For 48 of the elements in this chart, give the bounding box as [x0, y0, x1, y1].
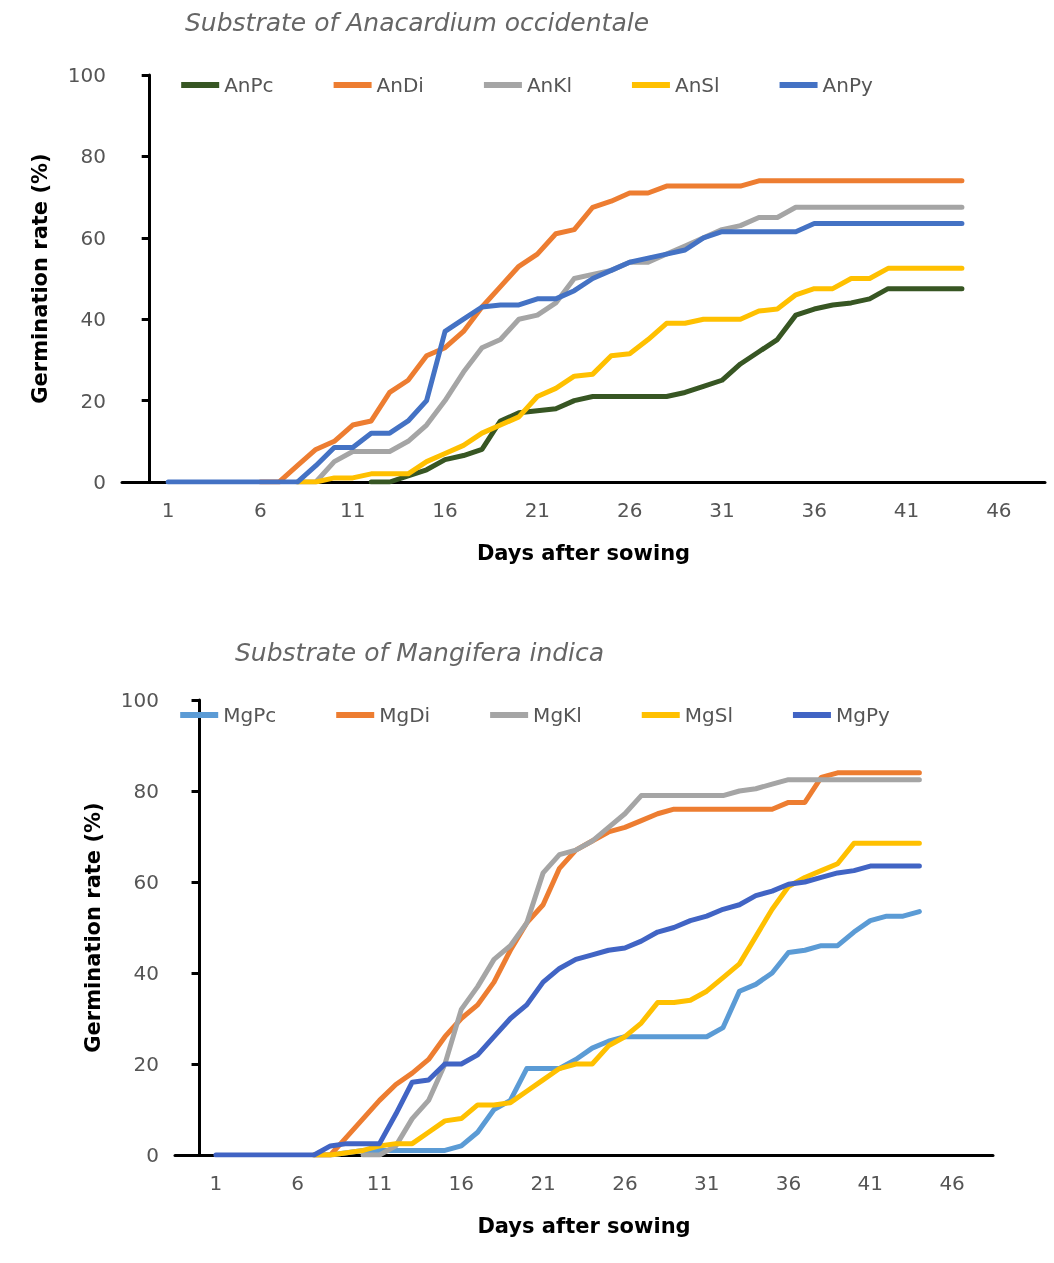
legend-label: AnDi	[376, 73, 424, 97]
legend-label: AnSl	[674, 73, 720, 97]
x-tick-label: 41	[893, 498, 920, 522]
x-tick-label: 31	[709, 498, 735, 522]
x-tick-label: 41	[857, 1171, 884, 1195]
x-axis-title: Days after sowing	[477, 1213, 691, 1238]
y-tick-label: 40	[133, 961, 159, 985]
legend-label: AnPy	[822, 73, 873, 97]
legend-label: MgPc	[223, 703, 277, 727]
x-tick-label: 16	[448, 1171, 475, 1195]
x-tick-label: 6	[254, 498, 267, 522]
legend-label: MgPy	[835, 703, 890, 727]
legend-label: MgDi	[379, 703, 431, 727]
x-axis-title: Days after sowing	[476, 540, 691, 565]
legend-label: AnPc	[224, 73, 274, 97]
chart-title: Substrate of Anacardium occidentale	[185, 8, 650, 37]
y-tick-label: 20	[133, 1052, 159, 1076]
y-tick-label: 40	[80, 307, 106, 332]
x-tick-label: 6	[291, 1171, 305, 1195]
chart-title: Substrate of Mangifera indica	[235, 638, 605, 667]
y-tick-label: 100	[120, 688, 159, 712]
y-axis-title: Germination rate (%)	[27, 153, 52, 404]
legend-label: AnKl	[526, 73, 572, 97]
y-axis-title: Germination rate (%)	[80, 802, 105, 1053]
y-tick-label: 0	[93, 470, 106, 494]
x-tick-label: 21	[530, 1171, 556, 1195]
x-tick-label: 26	[612, 1171, 638, 1195]
x-tick-label: 16	[432, 498, 458, 522]
x-tick-label: 46	[939, 1171, 965, 1195]
y-tick-label: 80	[133, 779, 159, 803]
x-tick-label: 11	[340, 498, 366, 522]
y-tick-label: 60	[133, 870, 159, 894]
y-tick-label: 60	[80, 225, 106, 250]
x-tick-label: 36	[801, 498, 827, 522]
y-tick-label: 20	[80, 388, 106, 413]
x-tick-label: 1	[209, 1171, 223, 1195]
y-tick-label: 100	[67, 63, 106, 87]
x-tick-label: 31	[693, 1171, 720, 1195]
legend-label: MgSl	[684, 703, 733, 727]
x-tick-label: 36	[775, 1171, 802, 1195]
x-tick-label: 1	[161, 498, 175, 522]
x-tick-label: 26	[616, 498, 643, 522]
y-tick-label: 80	[80, 144, 106, 169]
y-tick-label: 0	[146, 1143, 159, 1167]
x-tick-label: 46	[986, 498, 1012, 522]
x-tick-label: 11	[366, 1171, 393, 1195]
legend-label: MgKl	[533, 703, 582, 727]
x-tick-label: 21	[524, 498, 551, 522]
